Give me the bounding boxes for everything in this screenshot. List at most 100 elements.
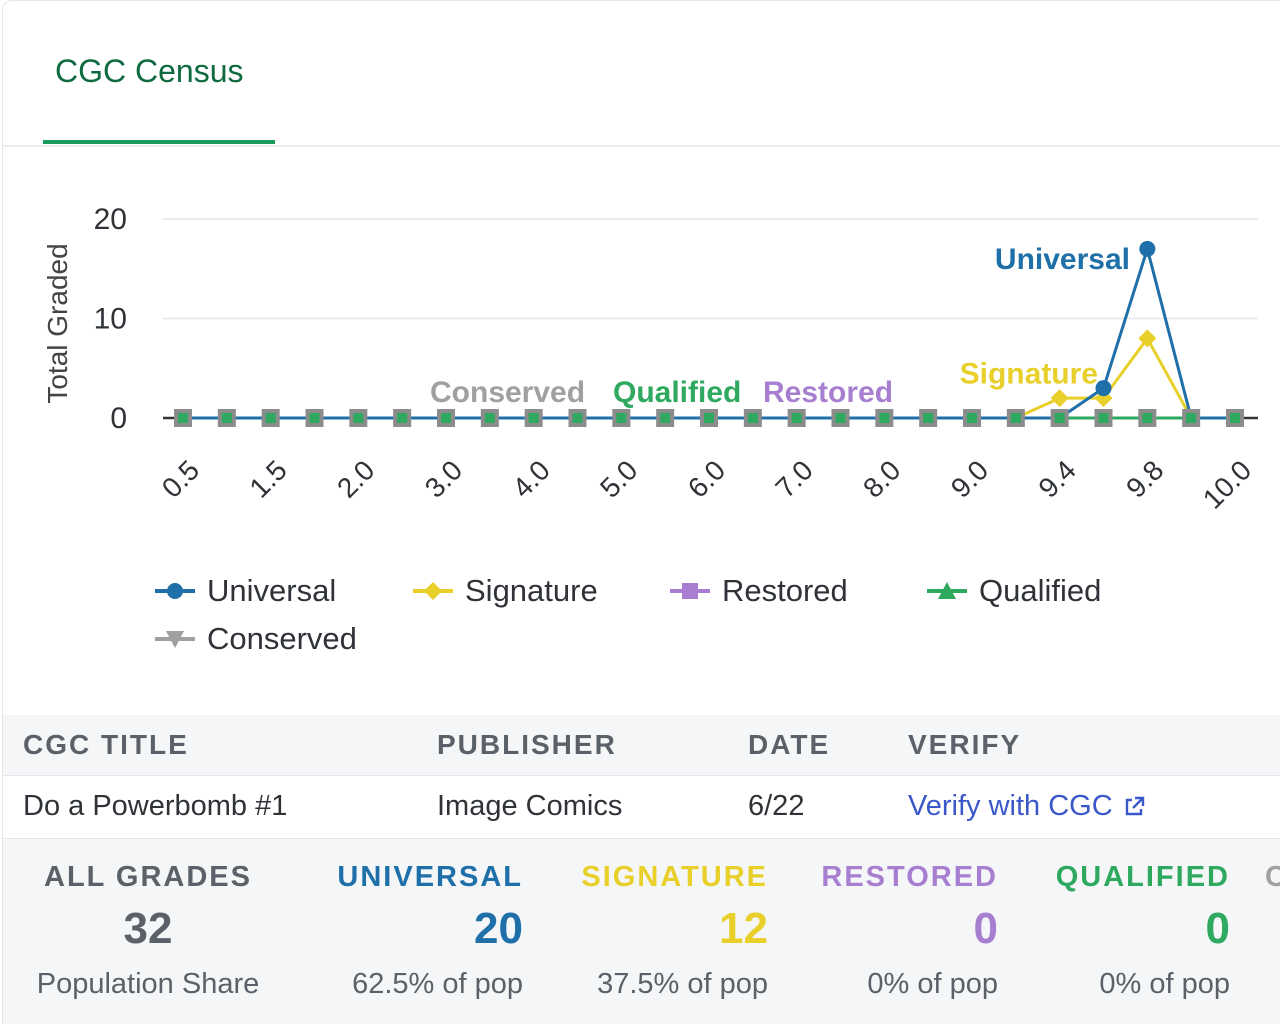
x-tick-label: 4.0: [506, 454, 555, 503]
stat-universal: UNIVERSAL 20 62.5% of pop: [303, 861, 523, 1001]
y-tick-label: 20: [94, 203, 127, 236]
stat-label: ALL GRADES: [44, 861, 252, 893]
x-tick-label: 5.0: [594, 454, 643, 503]
legend-conserved-marker: [155, 631, 195, 648]
stat-sub: 37.5% of pop: [597, 968, 768, 1000]
point-universal: [1139, 240, 1156, 257]
legend-label: Universal: [207, 573, 337, 608]
point-qualified: [484, 413, 495, 423]
cell-date: 6/22: [748, 790, 805, 822]
stat-value: 0: [973, 904, 998, 953]
point-qualified: [660, 413, 671, 423]
active-tab-indicator: [43, 140, 275, 144]
annotation-restored: Restored: [763, 376, 893, 409]
stat-value: 0: [1205, 904, 1230, 953]
point-qualified: [616, 413, 627, 423]
x-tick-label: 1.5: [243, 454, 292, 503]
stat-label: UNIVERSAL: [337, 861, 523, 893]
legend-item-signature[interactable]: Signature: [411, 573, 598, 609]
table-header-row: CGC TITLE PUBLISHER DATE VERIFY: [3, 715, 1280, 776]
y-tick-label: 10: [94, 303, 127, 336]
point-qualified: [309, 413, 320, 423]
annotation-universal: Universal: [995, 243, 1130, 276]
point-signature: [1138, 329, 1157, 348]
x-tick-label: 3.0: [419, 454, 468, 503]
point-qualified: [1186, 413, 1197, 423]
legend-item-restored[interactable]: Restored: [668, 573, 848, 609]
x-tick-label: 9.0: [945, 454, 994, 503]
stat-sub: 62.5% of pop: [352, 968, 523, 1000]
x-tick-label: 9.8: [1120, 454, 1169, 503]
legend-signature-marker: [413, 582, 453, 600]
point-signature: [1050, 389, 1069, 408]
x-tick-label: 2.0: [331, 454, 380, 503]
table-row: Do a Powerbomb #1 Image Comics 6/22 Veri…: [3, 776, 1280, 839]
point-qualified: [178, 413, 188, 423]
column-header-date: DATE: [748, 729, 831, 760]
point-qualified: [353, 413, 364, 423]
legend-label: Conserved: [207, 621, 357, 656]
stat-sub: 0% of pop: [1099, 968, 1230, 1000]
point-qualified: [835, 413, 846, 423]
legend-universal-marker: [155, 583, 195, 599]
census-chart: 0 10 20 Total Graded 0.5 1.5 2.0 3.0 4.0 5.0 6.0 7.…: [42, 203, 1258, 515]
point-qualified: [528, 413, 539, 423]
stat-sub: Population Share: [36, 968, 260, 1000]
stat-value: 32: [123, 904, 173, 953]
point-qualified: [265, 413, 276, 423]
legend-item-qualified[interactable]: Qualified: [925, 573, 1101, 609]
column-header-verify: VERIFY: [908, 729, 1022, 760]
point-universal: [1095, 380, 1112, 397]
legend-qualified-marker: [927, 582, 967, 599]
stat-conserved-partial: C: [1265, 861, 1280, 894]
legend-label: Restored: [722, 573, 848, 608]
x-tick-label: 10.0: [1197, 454, 1257, 514]
point-qualified: [967, 413, 977, 423]
point-qualified: [1098, 413, 1109, 423]
stat-label: C: [1265, 861, 1280, 894]
annotation-qualified: Qualified: [613, 376, 741, 409]
point-qualified: [747, 413, 758, 423]
x-tick-label: 9.4: [1032, 454, 1081, 503]
cell-title: Do a Powerbomb #1: [23, 790, 288, 822]
verify-with-cgc-link[interactable]: Verify with CGC: [908, 790, 1145, 823]
external-link-icon: [1125, 796, 1144, 815]
x-tick-label: 0.5: [156, 454, 205, 503]
stat-value: 20: [474, 904, 523, 953]
x-tick-label: 8.0: [857, 454, 906, 503]
stat-value: 12: [719, 904, 768, 953]
point-qualified: [879, 413, 890, 423]
stat-label: SIGNATURE: [581, 861, 768, 893]
tab-bar: CGC Census: [3, 1, 1280, 147]
stat-all-grades: ALL GRADES 32 Population Share: [33, 861, 263, 1001]
point-qualified: [1054, 413, 1065, 423]
point-qualified: [397, 413, 408, 423]
legend-label: Qualified: [979, 573, 1102, 608]
tab-cgc-census[interactable]: CGC Census: [55, 53, 244, 89]
y-axis-label: Total Graded: [42, 243, 73, 403]
legend-item-conserved[interactable]: Conserved: [153, 621, 357, 657]
point-qualified: [1230, 413, 1240, 423]
column-header-publisher: PUBLISHER: [437, 729, 617, 760]
point-qualified: [441, 413, 451, 423]
column-header-title: CGC TITLE: [23, 729, 189, 760]
x-tick-label: 6.0: [682, 454, 731, 503]
y-tick-label: 0: [110, 402, 127, 435]
verify-link-label: Verify with CGC: [908, 790, 1113, 822]
point-qualified: [1010, 413, 1021, 423]
point-qualified: [923, 413, 934, 423]
stat-label: QUALIFIED: [1055, 861, 1230, 893]
stat-qualified: QUALIFIED 0 0% of pop: [1008, 861, 1230, 1001]
x-tick-label: 7.0: [769, 454, 818, 503]
annotation-signature: Signature: [960, 357, 1098, 390]
stat-label: RESTORED: [821, 861, 998, 893]
point-qualified: [572, 413, 583, 423]
stat-restored: RESTORED 0 0% of pop: [778, 861, 998, 1001]
legend-restored-marker: [670, 583, 710, 599]
point-qualified: [704, 413, 714, 423]
cell-publisher: Image Comics: [437, 790, 623, 822]
legend-item-universal[interactable]: Universal: [153, 573, 336, 609]
point-qualified: [1142, 413, 1153, 423]
population-stats: ALL GRADES 32 Population Share UNIVERSAL…: [3, 839, 1280, 1024]
